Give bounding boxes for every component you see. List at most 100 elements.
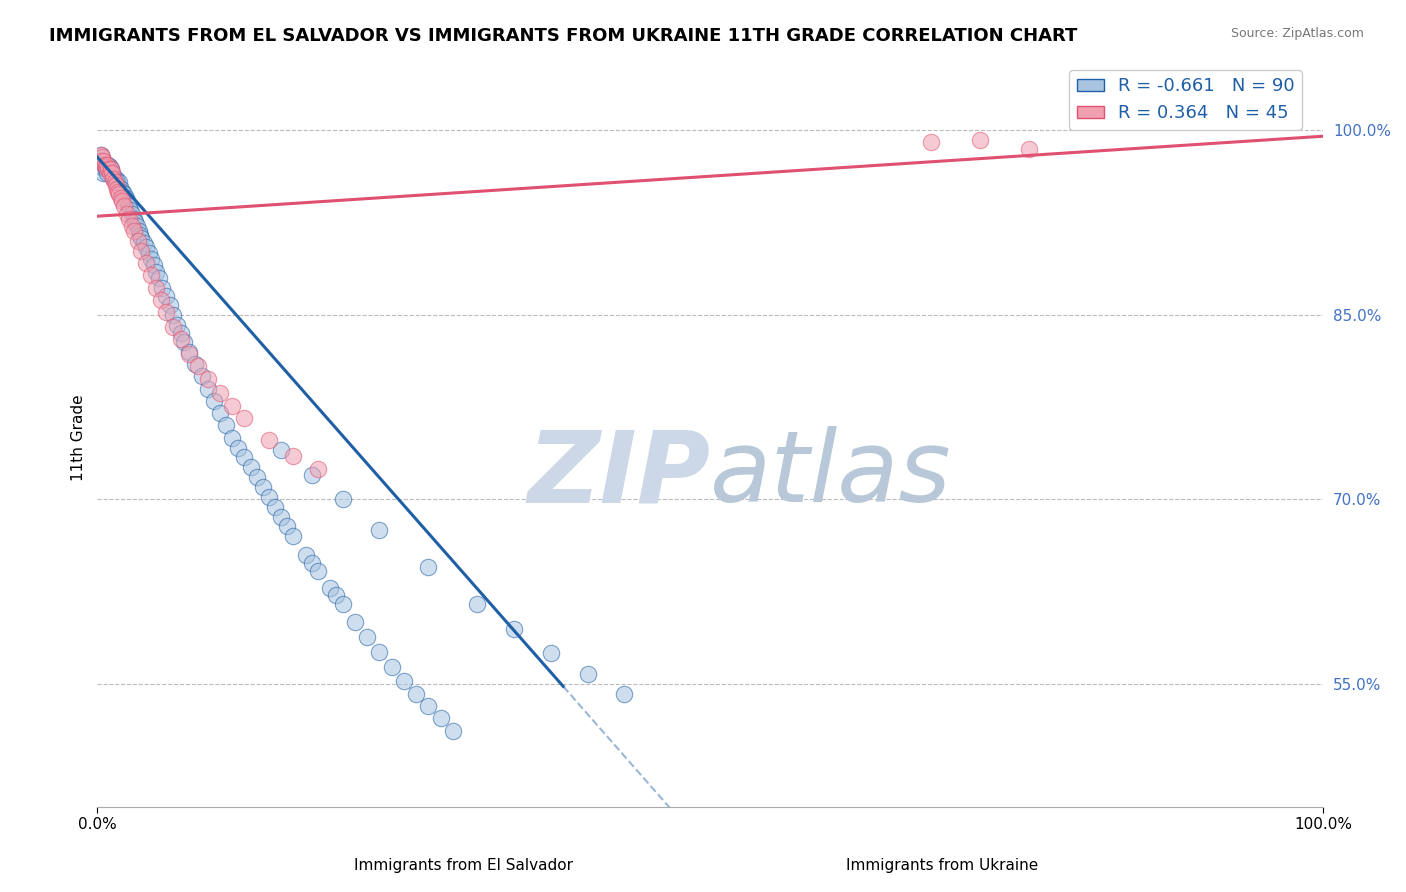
Point — [190, 369, 212, 384]
Point — [257, 434, 280, 448]
Point — [202, 393, 225, 408]
Point — [103, 172, 125, 186]
Text: atlas: atlas — [710, 426, 952, 524]
Point — [89, 153, 111, 168]
Point — [179, 347, 201, 361]
Point — [110, 182, 132, 196]
Point — [105, 175, 128, 189]
Point — [162, 320, 184, 334]
Point — [118, 199, 141, 213]
Point — [97, 162, 120, 177]
Point — [105, 182, 128, 196]
Point — [392, 674, 415, 689]
Point — [145, 280, 167, 294]
Text: Source: ZipAtlas.com: Source: ZipAtlas.com — [1230, 27, 1364, 40]
Point — [208, 406, 231, 420]
Point — [117, 197, 139, 211]
Point — [120, 202, 142, 217]
Point — [121, 207, 143, 221]
Point — [173, 334, 195, 349]
Point — [115, 194, 138, 209]
Point — [142, 259, 165, 273]
Point — [125, 219, 148, 233]
Point — [90, 147, 112, 161]
Point — [107, 185, 129, 199]
Point — [108, 187, 131, 202]
Point — [122, 224, 145, 238]
Point — [93, 166, 115, 180]
Point — [124, 215, 146, 229]
Point — [141, 268, 163, 283]
Point — [128, 224, 150, 238]
Point — [103, 169, 125, 184]
Point — [93, 157, 115, 171]
Point — [97, 157, 120, 171]
Point — [187, 359, 209, 374]
Point — [467, 597, 489, 611]
Point — [197, 372, 219, 386]
Point — [103, 175, 125, 189]
Point — [145, 264, 167, 278]
Point — [319, 581, 342, 595]
Point — [93, 153, 115, 168]
Point — [162, 308, 184, 322]
Point — [246, 470, 269, 484]
Point — [111, 185, 134, 199]
Point — [104, 172, 127, 186]
Text: ZIP: ZIP — [527, 426, 710, 524]
Point — [613, 687, 636, 701]
Point — [418, 560, 440, 574]
Point — [332, 492, 354, 507]
Text: Immigrants from Ukraine: Immigrants from Ukraine — [846, 858, 1038, 872]
Point — [98, 166, 121, 180]
Point — [91, 160, 114, 174]
Point — [91, 150, 114, 164]
Point — [405, 687, 427, 701]
Point — [111, 194, 134, 209]
Point — [131, 244, 153, 258]
Point — [228, 441, 250, 455]
Point — [179, 344, 201, 359]
Point — [368, 523, 391, 537]
Point — [381, 659, 404, 673]
Point — [114, 191, 136, 205]
Point — [94, 162, 117, 177]
Point — [122, 211, 145, 226]
Point — [307, 564, 329, 578]
Point — [257, 490, 280, 504]
Point — [429, 711, 451, 725]
Point — [221, 431, 243, 445]
Point — [540, 646, 562, 660]
Point — [969, 133, 991, 147]
Point — [215, 418, 238, 433]
Point — [170, 332, 193, 346]
Text: Immigrants from El Salvador: Immigrants from El Salvador — [354, 858, 574, 872]
Text: IMMIGRANTS FROM EL SALVADOR VS IMMIGRANTS FROM UKRAINE 11TH GRADE CORRELATION CH: IMMIGRANTS FROM EL SALVADOR VS IMMIGRANT… — [49, 27, 1077, 45]
Point — [441, 723, 464, 738]
Point — [148, 270, 170, 285]
Point — [356, 630, 378, 644]
Point — [343, 615, 366, 630]
Point — [138, 246, 160, 260]
Point — [294, 548, 316, 562]
Point — [221, 399, 243, 413]
Point — [276, 519, 298, 533]
Point — [325, 588, 347, 602]
Point — [129, 227, 152, 242]
Point — [307, 461, 329, 475]
Point — [166, 318, 188, 332]
Point — [141, 252, 163, 267]
Point — [270, 443, 292, 458]
Point — [112, 187, 135, 202]
Point — [135, 256, 157, 270]
Point — [93, 157, 115, 171]
Point — [132, 236, 155, 251]
Point — [233, 411, 256, 425]
Point — [208, 386, 231, 401]
Point — [96, 166, 118, 180]
Point — [264, 500, 287, 514]
Point — [150, 293, 173, 307]
Point — [576, 667, 599, 681]
Point — [112, 199, 135, 213]
Point — [90, 147, 112, 161]
